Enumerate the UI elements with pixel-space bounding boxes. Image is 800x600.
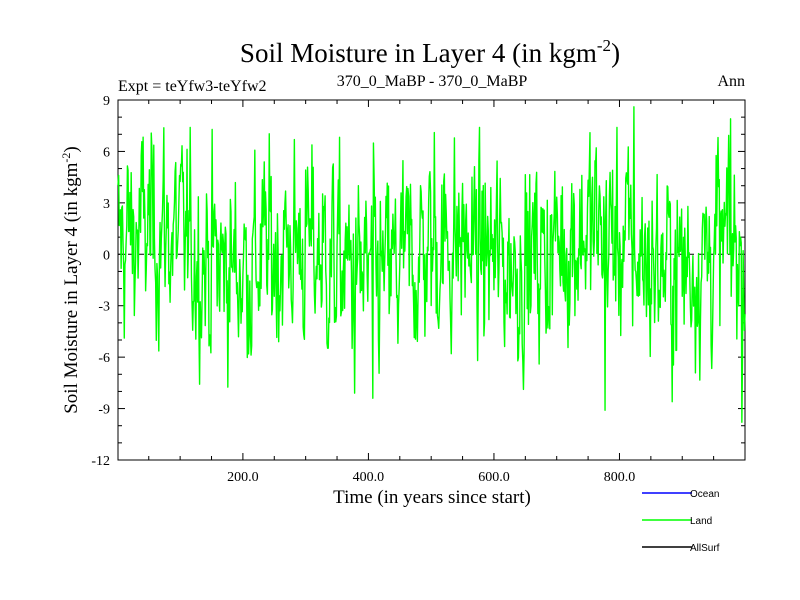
y-tick-label: -3 (98, 300, 110, 315)
x-tick-label: 400.0 (353, 470, 385, 485)
y-tick-label: -9 (98, 403, 110, 418)
legend-label-ocean: Ocean (690, 489, 719, 500)
y-tick-label: -12 (91, 454, 110, 469)
legend-label-allsurf: AllSurf (690, 543, 720, 554)
chart-title: Soil Moisture in Layer 4 (in kgm-2) (240, 36, 620, 68)
x-tick-label: 200.0 (227, 470, 259, 485)
y-tick-label: 6 (103, 145, 110, 160)
x-tick-label: 800.0 (604, 470, 636, 485)
y-tick-label: -6 (98, 351, 110, 366)
y-tick-label: 0 (103, 248, 110, 263)
y-axis-label: Soil Moisture in Layer 4 (in kgm-2) (59, 146, 82, 414)
legend: Ocean Land AllSurf (642, 489, 720, 554)
experiment-label: Expt = teYfw3-teYfw2 (118, 78, 267, 95)
y-tick-label: 3 (103, 197, 110, 212)
y-axis: 9 6 3 0 -3 -6 -9 -12 (91, 94, 745, 469)
x-axis: 200.0 400.0 600.0 800.0 (148, 100, 715, 485)
y-tick-label: 9 (103, 94, 110, 109)
legend-label-land: Land (690, 516, 712, 527)
x-tick-label: 600.0 (478, 470, 510, 485)
season-label: Ann (717, 73, 745, 90)
x-axis-label: Time (in years since start) (333, 487, 531, 508)
series-line-land (117, 106, 746, 423)
period-label: 370_0_MaBP - 370_0_MaBP (337, 73, 528, 90)
